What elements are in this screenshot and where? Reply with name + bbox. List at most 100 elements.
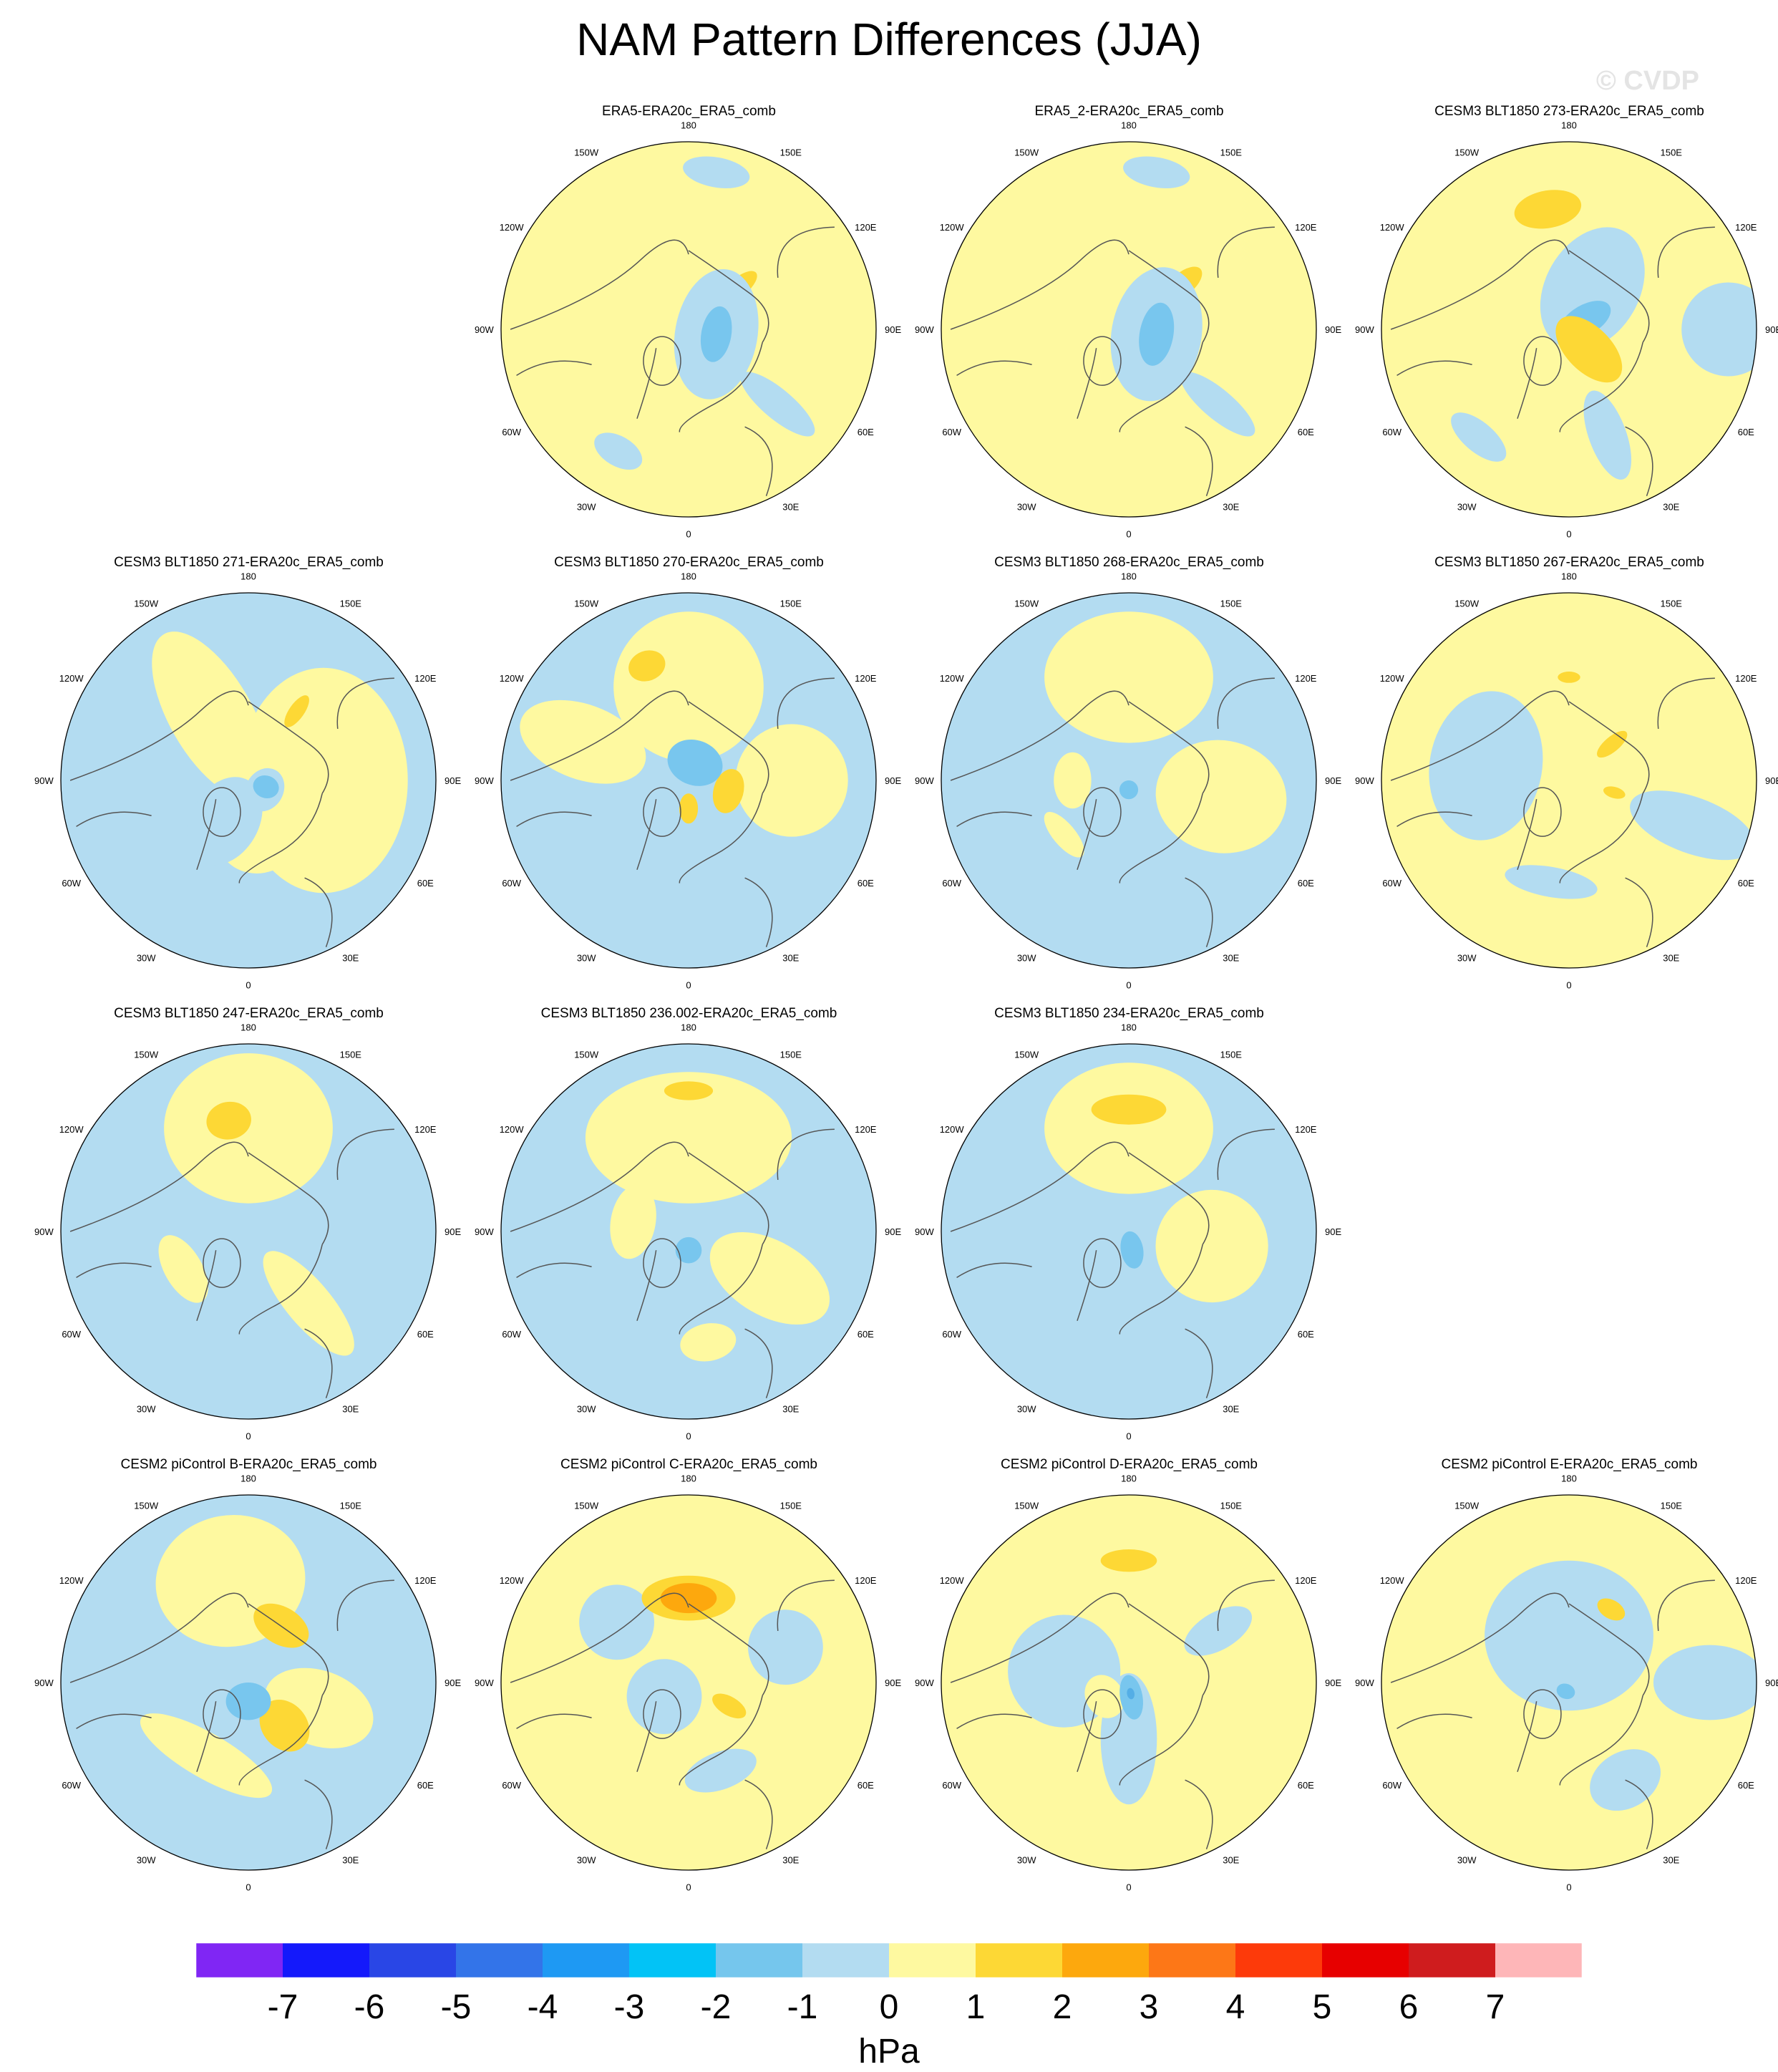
colorbar-tick-label: -6 [354, 1988, 385, 2026]
coastline [1657, 677, 1715, 730]
map-panel-title: CESM2 piControl E-ERA20c_ERA5_comb [1441, 1457, 1698, 1472]
colorbar-box [369, 1943, 456, 1977]
anomaly-contour [660, 1583, 717, 1614]
longitude-label: 30W [1457, 952, 1477, 963]
longitude-label: 90E [1325, 775, 1341, 786]
coastline [744, 877, 773, 947]
anomaly-contour [709, 1231, 830, 1325]
longitude-label: 120E [414, 1575, 437, 1586]
colorbar-box [1409, 1943, 1495, 1977]
coastline [304, 877, 333, 947]
coastline [688, 1152, 769, 1245]
map-border [60, 592, 437, 969]
longitude-label: 90W [915, 1226, 934, 1237]
map-panel-title: ERA5_2-ERA20c_ERA5_comb [1034, 104, 1224, 119]
anomaly-contour [1583, 390, 1632, 480]
coastline [1217, 677, 1275, 730]
anomaly-contour [1451, 412, 1507, 462]
longitude-label: 90E [1765, 324, 1778, 335]
polar-map: 180 150E 120E 90E 60E 30E 0 30W 60W 90W 120W 150W [915, 1022, 1341, 1441]
longitude-label: 90E [444, 1678, 461, 1688]
colorbar-tick-label: 0 [879, 1988, 899, 2026]
anomaly-contour [1429, 691, 1543, 841]
coastline [203, 787, 241, 837]
longitude-label: 150W [1014, 147, 1039, 158]
longitude-label: 150W [1014, 1501, 1039, 1511]
polar-map: 180 150E 120E 90E 60E 30E 0 30W 60W 90W 120W 150W [915, 1473, 1341, 1893]
map-panel-title: ERA5-ERA20c_ERA5_comb [602, 104, 776, 119]
anomaly-contour [225, 1683, 271, 1720]
coastline [196, 1701, 217, 1773]
coastline [679, 793, 763, 883]
longitude-label: 150W [574, 599, 599, 609]
longitude-label: 180 [1561, 571, 1577, 581]
longitude-label: 0 [246, 980, 251, 991]
coastline [636, 799, 657, 871]
longitude-label: 30E [782, 1403, 799, 1414]
anomaly-contour [1091, 1094, 1167, 1125]
longitude-label: 60W [942, 1780, 961, 1791]
longitude-label: 30W [137, 952, 156, 963]
polar-map: 180 150E 120E 90E 60E 30E 0 30W 60W 90W 120W 150W [34, 1473, 461, 1893]
longitude-label: 90E [444, 775, 461, 786]
longitude-label: 60W [502, 427, 521, 437]
longitude-label: 90W [915, 1678, 934, 1688]
coastline [1625, 877, 1653, 947]
longitude-label: 90W [34, 1678, 54, 1688]
longitude-label: 30W [1457, 1854, 1477, 1865]
anomaly-contour [610, 1184, 656, 1259]
anomaly-contour [585, 1072, 792, 1204]
coastline [1077, 348, 1097, 420]
coastline [76, 811, 152, 828]
longitude-label: 90E [1325, 1678, 1341, 1688]
longitude-label: 150E [780, 1050, 802, 1060]
colorbar-box [1149, 1943, 1235, 1977]
polar-map: 180 150E 120E 90E 60E 30E 0 30W 60W 90W 120W 150W [1355, 1473, 1778, 1892]
map-border [1381, 592, 1757, 969]
longitude-label: 180 [241, 1022, 256, 1032]
anomaly-contour [140, 1713, 273, 1799]
longitude-label: 180 [1121, 1022, 1137, 1032]
coastline [1390, 690, 1570, 781]
anomaly-contour [735, 724, 848, 837]
coastline [1128, 1603, 1210, 1696]
longitude-label: 150E [1220, 599, 1243, 609]
longitude-label: 150W [1454, 599, 1480, 609]
map-border [500, 592, 877, 969]
longitude-label: 150W [134, 1501, 159, 1511]
colorbar-box [543, 1943, 629, 1977]
longitude-label: 0 [686, 980, 691, 991]
longitude-label: 0 [246, 1882, 251, 1893]
anomaly-contour [1184, 1606, 1253, 1656]
colorbar-box [976, 1943, 1062, 1977]
longitude-label: 0 [1126, 1882, 1131, 1893]
map-panel: CESM3 BLT1850 271-ERA20c_ERA5_comb 180 150… [29, 555, 469, 1010]
map-panel-title: CESM2 piControl B-ERA20c_ERA5_comb [120, 1457, 377, 1472]
coastline [1517, 1701, 1537, 1773]
map-panel-title: CESM3 BLT1850 270-ERA20c_ERA5_comb [554, 555, 824, 570]
map-panel-title: CESM2 piControl C-ERA20c_ERA5_comb [560, 1457, 818, 1472]
colorbar-tick-label: -5 [440, 1988, 472, 2026]
coastline [196, 1250, 217, 1322]
coastline [1559, 793, 1643, 883]
longitude-label: 120W [1380, 673, 1405, 684]
anomaly-contour [1123, 156, 1190, 188]
anomaly-contour [1603, 786, 1626, 799]
anomaly-contour [1100, 1549, 1157, 1572]
coastline [1523, 787, 1562, 837]
longitude-label: 120E [1295, 1124, 1317, 1135]
longitude-label: 150W [1454, 1501, 1480, 1511]
anomaly-contour [675, 1236, 702, 1264]
coastline [950, 1141, 1130, 1232]
longitude-label: 60E [858, 1780, 874, 1791]
longitude-label: 90W [915, 324, 934, 335]
map-panel-title: CESM2 piControl D-ERA20c_ERA5_comb [1000, 1457, 1258, 1472]
coastline [516, 811, 592, 828]
longitude-label: 150W [574, 1050, 599, 1060]
longitude-label: 60E [858, 1329, 874, 1340]
longitude-label: 60W [502, 878, 521, 889]
coastline [1217, 1579, 1275, 1632]
map-panel: CESM2 piControl B-ERA20c_ERA5_comb 180 150… [29, 1457, 469, 1912]
longitude-label: 90E [1325, 1226, 1341, 1237]
longitude-label: 150E [1661, 599, 1683, 609]
